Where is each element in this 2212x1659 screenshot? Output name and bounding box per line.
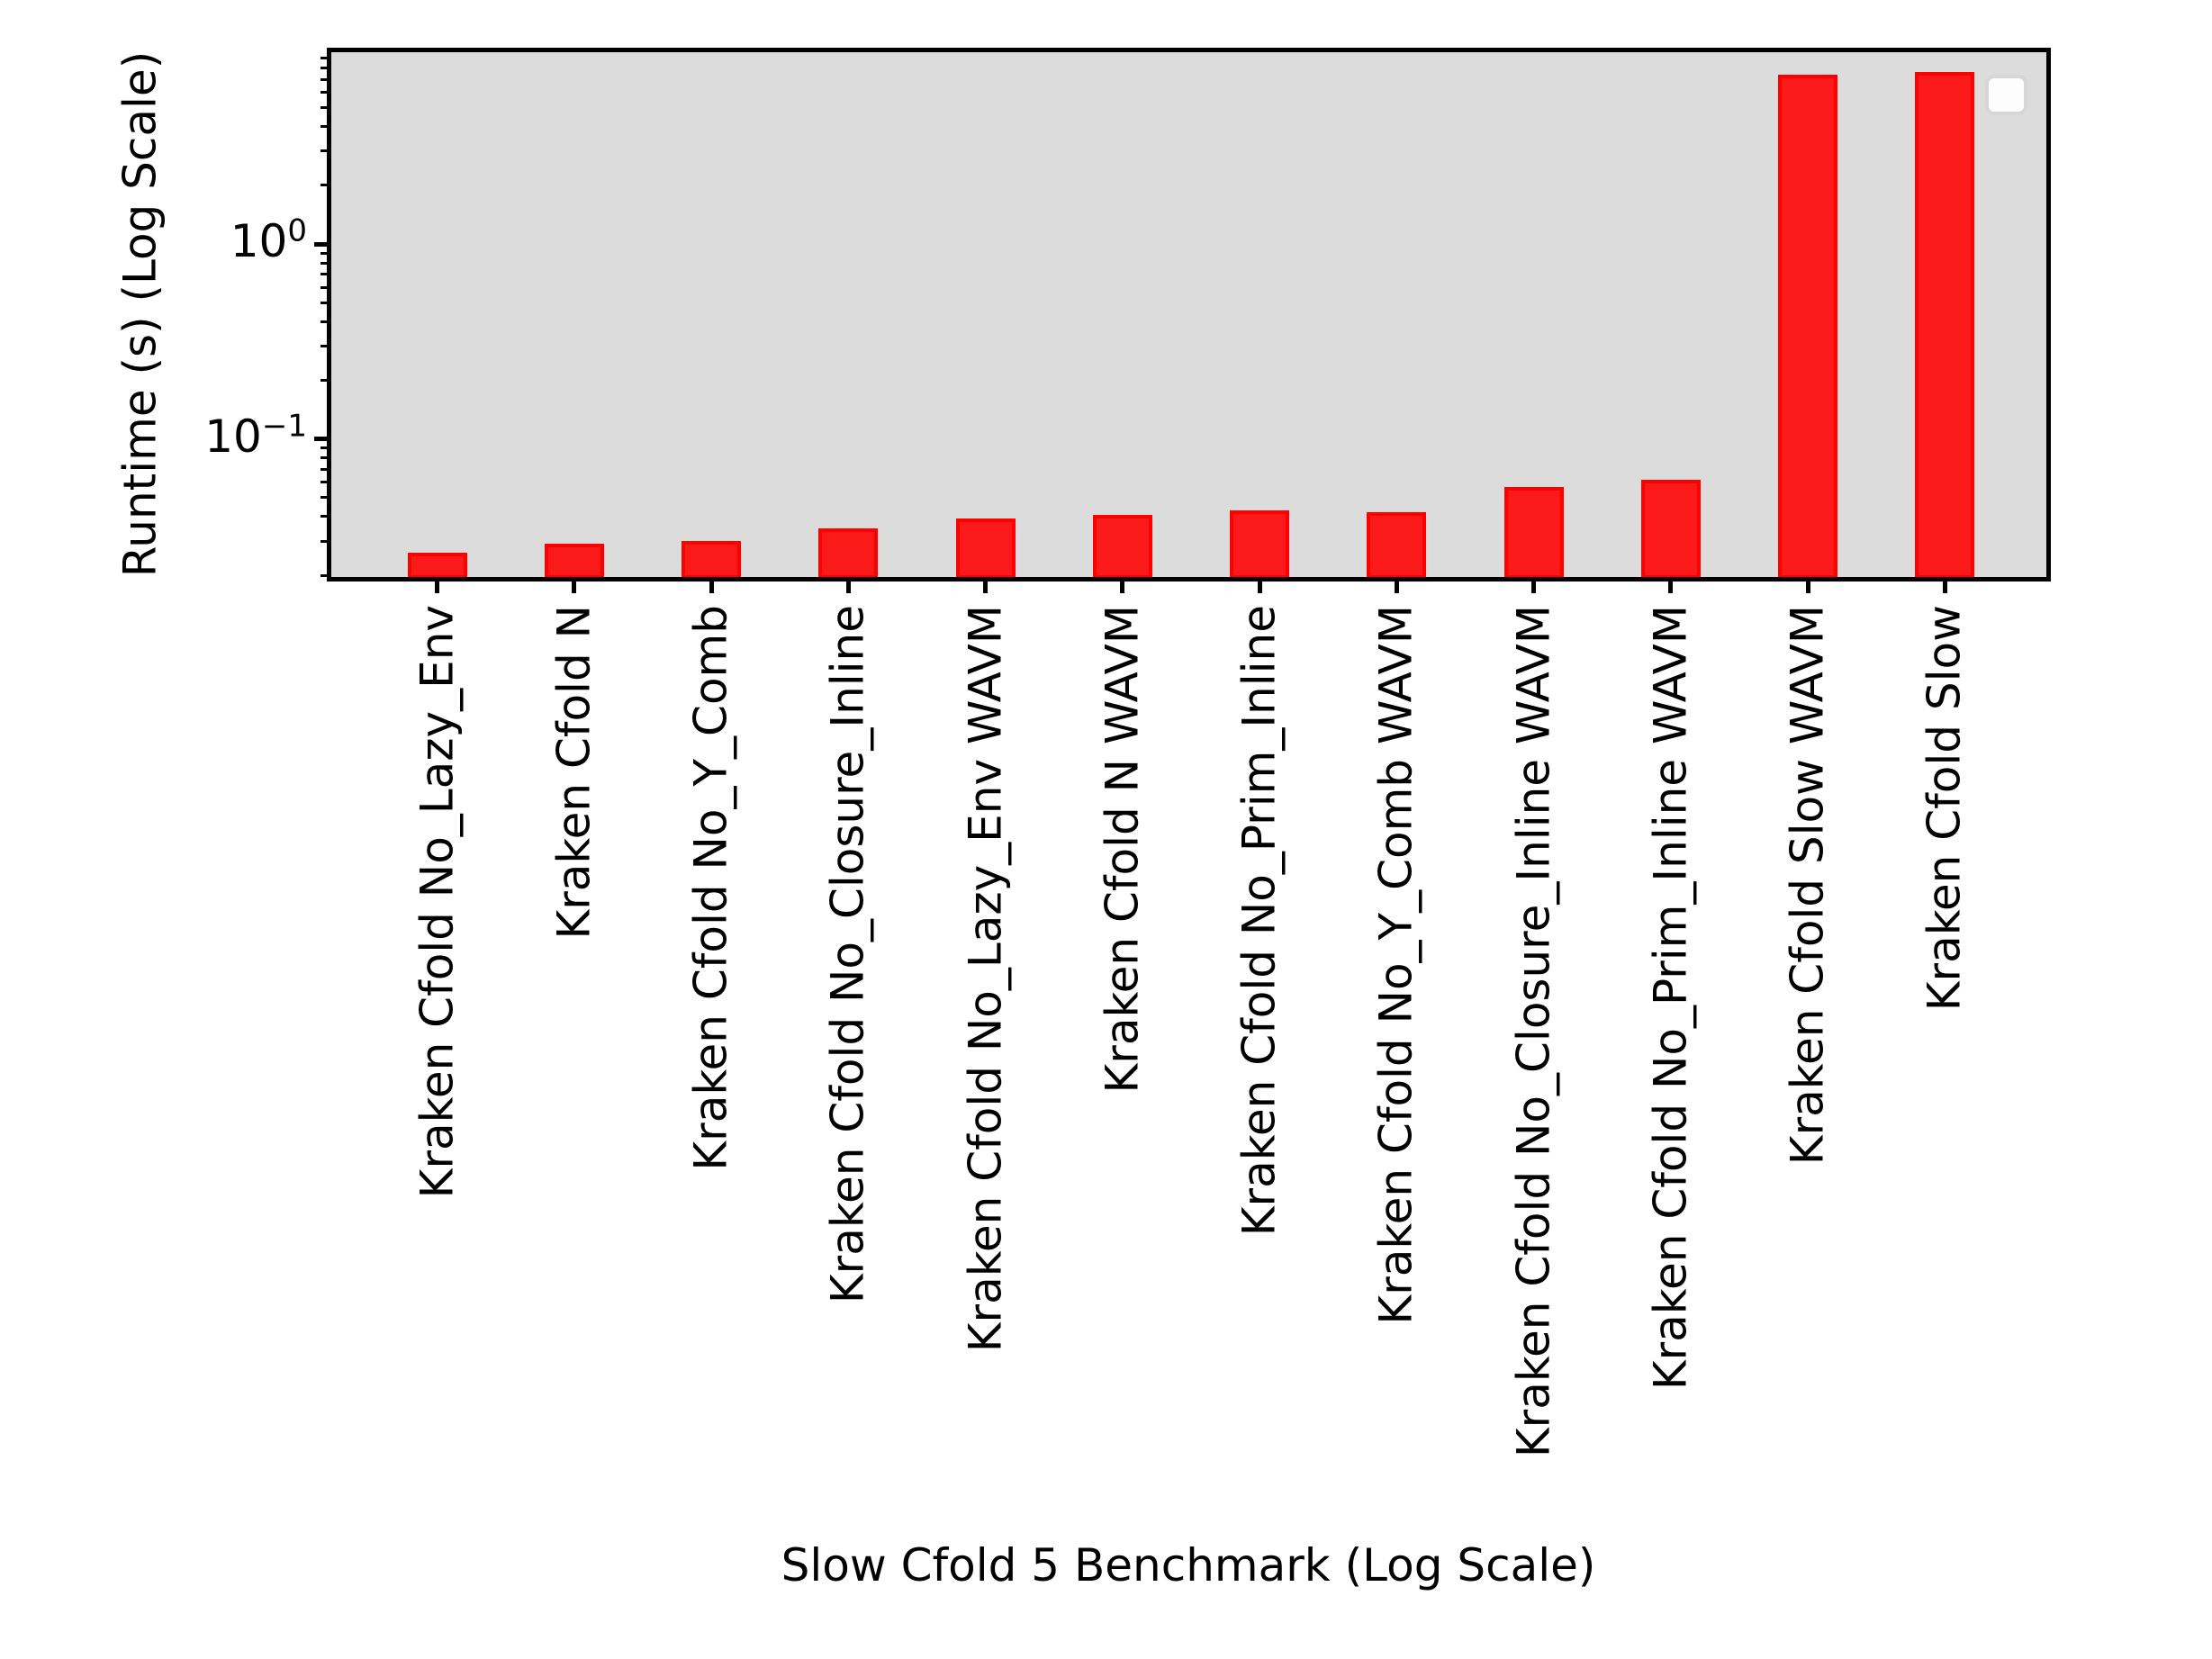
- x-tick-mark: [572, 579, 577, 593]
- y-minor-tick-mark: [321, 273, 329, 276]
- x-tick-mark: [1668, 579, 1674, 593]
- bar-12: [1915, 72, 1975, 579]
- y-minor-tick-mark: [321, 573, 329, 577]
- x-tick-label: Kraken Cfold Slow: [1918, 605, 1971, 1012]
- bar-1: [407, 553, 467, 579]
- y-major-tick-mark: [314, 241, 329, 247]
- y-tick-label: 10−1: [204, 408, 307, 463]
- x-tick-label: Kraken Cfold No_Y_Comb WAVM: [1369, 605, 1422, 1325]
- y-minor-tick-mark: [321, 56, 329, 59]
- x-tick-mark: [1805, 579, 1810, 593]
- y-minor-tick-mark: [321, 184, 329, 187]
- x-tick-label: Kraken Cfold No_Prim_Inline: [1232, 605, 1286, 1237]
- x-tick-label: Kraken Cfold Slow WAVM: [1781, 605, 1834, 1166]
- x-tick-mark: [845, 579, 851, 593]
- y-tick-label: 100: [230, 212, 307, 268]
- x-tick-label: Kraken Cfold N: [547, 605, 600, 940]
- bar-11: [1778, 74, 1838, 579]
- x-tick-label: Kraken Cfold No_Prim_Inline WAVM: [1644, 605, 1697, 1391]
- bar-9: [1503, 486, 1564, 579]
- x-tick-mark: [709, 579, 714, 593]
- y-minor-tick-mark: [321, 125, 329, 129]
- y-minor-tick-mark: [321, 106, 329, 110]
- y-minor-tick-mark: [321, 301, 329, 304]
- bar-6: [1092, 514, 1152, 579]
- y-minor-tick-mark: [321, 285, 329, 289]
- x-tick-label: Kraken Cfold No_Closure_Inline WAVM: [1507, 605, 1560, 1458]
- y-minor-tick-mark: [321, 261, 329, 265]
- x-tick-label: Kraken Cfold No_Lazy_Env WAVM: [959, 605, 1012, 1353]
- y-minor-tick-mark: [321, 320, 329, 323]
- legend-box: [1985, 75, 2027, 115]
- y-minor-tick-mark: [321, 456, 329, 460]
- x-tick-mark: [1120, 579, 1125, 593]
- x-tick-label: Kraken Cfold N WAVM: [1096, 605, 1149, 1094]
- y-minor-tick-mark: [321, 149, 329, 153]
- x-tick-label: Kraken Cfold No_Y_Comb: [684, 605, 737, 1171]
- y-minor-tick-mark: [321, 496, 329, 500]
- x-tick-mark: [1257, 579, 1262, 593]
- x-axis-title: Slow Cfold 5 Benchmark (Log Scale): [781, 1539, 1596, 1591]
- y-minor-tick-mark: [321, 539, 329, 543]
- y-minor-tick-mark: [321, 67, 329, 70]
- y-major-tick-mark: [314, 437, 329, 442]
- y-axis-title: Runtime (s) (Log Scale): [113, 50, 167, 578]
- x-tick-label: Kraken Cfold No_Closure_Inline: [821, 605, 874, 1304]
- x-tick-label: Kraken Cfold No_Lazy_Env: [411, 605, 463, 1199]
- y-minor-tick-mark: [321, 91, 329, 95]
- plot-area: [329, 50, 2048, 579]
- x-tick-mark: [1942, 579, 1947, 593]
- y-minor-tick-mark: [321, 251, 329, 255]
- x-tick-mark: [1394, 579, 1399, 593]
- y-minor-tick-mark: [321, 467, 329, 471]
- y-minor-tick-mark: [321, 77, 329, 81]
- y-minor-tick-mark: [321, 446, 329, 450]
- y-minor-tick-mark: [321, 481, 329, 484]
- bar-7: [1230, 510, 1290, 579]
- bar-4: [818, 527, 879, 579]
- x-tick-mark: [435, 579, 439, 593]
- y-minor-tick-mark: [321, 515, 329, 518]
- x-tick-mark: [1531, 579, 1537, 593]
- y-minor-tick-mark: [321, 379, 329, 383]
- x-tick-mark: [983, 579, 989, 593]
- y-minor-tick-mark: [321, 344, 329, 347]
- axes-spines: [326, 47, 2051, 582]
